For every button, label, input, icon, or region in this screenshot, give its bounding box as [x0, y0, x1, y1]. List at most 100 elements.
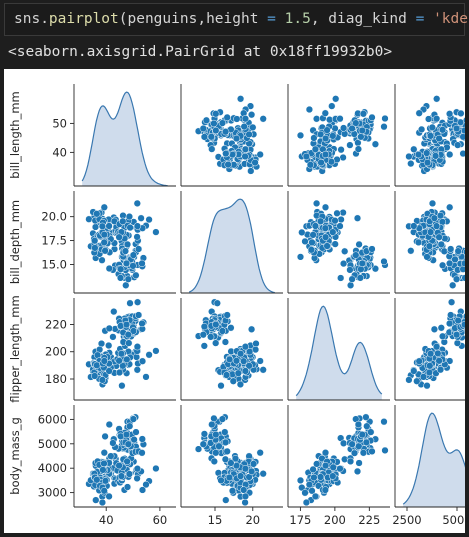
scatter-point	[381, 114, 389, 123]
scatter-point	[247, 467, 256, 476]
scatter-point	[437, 240, 445, 249]
scatter-point	[115, 368, 124, 377]
scatter-point	[354, 420, 363, 429]
scatter-point	[233, 115, 241, 123]
code-token	[276, 11, 285, 27]
scatter-point	[459, 149, 465, 158]
scatter-point	[234, 369, 242, 377]
scatter-point	[256, 357, 264, 365]
scatter-point	[115, 233, 123, 241]
scatter-point	[357, 133, 365, 141]
scatter-point	[302, 498, 311, 507]
scatter-point	[101, 477, 110, 485]
x-tick-label: 175	[289, 513, 311, 527]
scatter-point	[241, 465, 250, 473]
scatter-point	[236, 472, 245, 480]
scatter-point	[321, 224, 329, 232]
scatter-point	[133, 474, 141, 483]
scatter-point	[415, 109, 423, 117]
scatter-point	[115, 461, 123, 470]
scatter-point	[352, 119, 360, 127]
scatter-point	[212, 320, 220, 329]
x-axis-label: bill_length_mm	[81, 531, 168, 533]
scatter-point	[348, 275, 356, 283]
scatter-point	[311, 222, 320, 230]
scatter-point	[301, 489, 309, 497]
scatter-point	[240, 486, 248, 494]
scatter-point	[337, 215, 345, 224]
scatter-point	[200, 133, 209, 141]
scatter-point	[339, 439, 348, 447]
scatter-point	[436, 211, 445, 220]
scatter-point	[98, 222, 107, 230]
scatter-point	[380, 418, 388, 426]
scatter-point	[451, 255, 459, 264]
scatter-point	[368, 447, 376, 456]
scatter-point	[419, 373, 428, 381]
y-tick-label: 6000	[38, 412, 67, 426]
scatter-point	[296, 253, 305, 261]
scatter-point	[362, 413, 370, 421]
scatter-point	[225, 473, 234, 482]
y-tick-label: 4000	[38, 461, 67, 475]
scatter-point	[308, 238, 316, 247]
scatter-point	[346, 281, 355, 289]
scatter-point	[423, 382, 431, 390]
scatter-point	[336, 115, 344, 123]
scatter-point	[241, 145, 250, 153]
scatter-point	[202, 116, 211, 124]
scatter-point	[133, 343, 142, 351]
kde-fill-bill_depth_mm	[189, 199, 275, 293]
code-line[interactable]: sns.pairplot(penguins,height = 1.5, diag…	[14, 11, 469, 27]
scatter-point	[381, 446, 389, 455]
scatter-point	[368, 245, 376, 253]
scatter-point	[132, 428, 140, 436]
scatter-point	[438, 261, 447, 269]
y-axis-label: flipper_length_mm	[8, 295, 22, 402]
scatter-point	[210, 414, 218, 423]
x-tick-label: 60	[153, 513, 168, 527]
code-token: , diag_kind	[310, 11, 416, 27]
scatter-point	[313, 460, 321, 468]
scatter-point	[310, 473, 318, 482]
scatter-point	[91, 244, 99, 252]
scatter-point	[115, 357, 123, 365]
scatter-point	[200, 322, 209, 331]
scatter-point	[92, 496, 100, 504]
scatter-point	[251, 158, 259, 167]
y-tick-label: 200	[45, 345, 67, 359]
y-axis-label: body_mass_g	[8, 417, 22, 494]
scatter-point	[212, 449, 220, 457]
scatter-point	[118, 382, 126, 390]
scatter-point	[445, 319, 454, 328]
scatter-point	[221, 455, 230, 463]
scatter-point	[415, 357, 423, 365]
scatter-point	[134, 311, 143, 319]
scatter-point	[353, 214, 362, 222]
scatter-point	[145, 351, 153, 359]
y-tick-label: 15.0	[41, 257, 67, 271]
scatter-point	[137, 214, 145, 222]
scatter-point	[245, 130, 253, 139]
scatter-point	[453, 339, 462, 347]
scatter-point	[107, 452, 115, 460]
scatter-point	[457, 109, 465, 118]
kde-fill-body_mass_g	[403, 413, 465, 507]
scatter-point	[229, 377, 237, 385]
code-cell[interactable]: sns.pairplot(penguins,height = 1.5, diag…	[4, 3, 469, 36]
scatter-point	[321, 109, 329, 117]
scatter-point	[432, 115, 441, 123]
scatter-point	[323, 242, 331, 250]
scatter-point	[105, 420, 113, 429]
scatter-point	[367, 428, 375, 436]
scatter-point	[359, 110, 368, 118]
scatter-point	[126, 299, 134, 307]
scatter-point	[152, 228, 160, 236]
scatter-point	[126, 422, 134, 430]
scatter-point	[240, 357, 248, 365]
scatter-point	[105, 264, 113, 273]
scatter-point	[460, 126, 465, 135]
scatter-point	[454, 247, 462, 255]
scatter-point	[199, 440, 207, 448]
scatter-point	[221, 438, 230, 447]
